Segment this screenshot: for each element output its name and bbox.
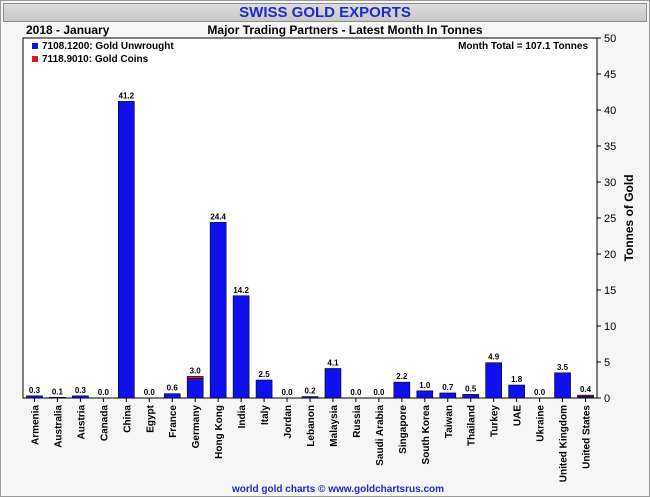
x-tick-label: United States	[582, 405, 593, 469]
plot-area	[22, 37, 598, 399]
y-tick-label: 30	[604, 177, 616, 189]
y-tick-label: 40	[604, 105, 616, 117]
bar-unwrought	[118, 101, 135, 399]
bar-unwrought	[72, 395, 89, 399]
y-tick-label: 20	[604, 249, 616, 261]
chart-period: 2018 - January	[26, 23, 110, 37]
data-label: 2.2	[396, 372, 408, 381]
x-tick-label: Armenia	[30, 405, 41, 445]
x-tick-label: Italy	[260, 405, 271, 425]
legend-swatch-unwrought	[32, 43, 38, 49]
data-label: 3.0	[190, 366, 202, 375]
y-tick-label: 15	[604, 285, 616, 297]
data-label: 0.0	[350, 388, 362, 397]
x-tick-label: South Korea	[421, 405, 432, 465]
x-tick-label: UAE	[513, 405, 524, 426]
x-tick-label: Hong Kong	[214, 405, 225, 459]
bar-unwrought	[255, 379, 273, 399]
data-label: 3.5	[557, 363, 569, 372]
y-tick-label: 5	[604, 357, 610, 369]
data-label: 4.1	[327, 358, 339, 367]
bar-unwrought	[26, 395, 43, 399]
y-axis: 0 5 10 15 20 25 30 35 40 45 50	[597, 33, 616, 405]
data-label: 0.6	[167, 384, 179, 393]
legend-label-unwrought: 7108.1200: Gold Unwrought	[42, 41, 174, 52]
bar-unwrought	[209, 222, 227, 399]
x-tick-label: United Kingdom	[559, 405, 570, 482]
data-label: 4.9	[488, 353, 500, 362]
bar-unwrought	[186, 378, 204, 399]
data-label: 0.5	[465, 384, 477, 393]
y-tick-label: 25	[604, 213, 616, 225]
y-tick-label: 10	[604, 321, 616, 333]
y-tick-label: 50	[604, 33, 616, 45]
bar-unwrought	[301, 396, 319, 399]
data-label: 24.4	[210, 212, 226, 221]
data-label: 0.0	[534, 388, 546, 397]
legend-label-coins: 7118.9010: Gold Coins	[42, 54, 149, 65]
y-tick-label: 45	[604, 69, 616, 81]
bar-coins	[186, 376, 204, 379]
bar-unwrought	[49, 396, 66, 399]
bar-unwrought	[393, 381, 411, 399]
x-tick-label: Lebanon	[306, 405, 317, 447]
data-label: 1.8	[511, 375, 523, 384]
y-tick-label: 0	[604, 393, 610, 405]
chart-subtitle: Major Trading Partners - Latest Month In…	[207, 23, 482, 37]
footer-credit: world gold charts © www.goldchartsrus.co…	[231, 484, 444, 495]
y-axis-label: Tonnes of Gold	[622, 174, 636, 261]
bar-unwrought	[439, 392, 457, 399]
legend-swatch-coins	[32, 56, 38, 62]
bar-unwrought	[163, 393, 181, 399]
data-label: 1.0	[419, 381, 431, 390]
x-tick-label: Germany	[191, 405, 202, 449]
x-axis: Armenia Australia Austria Canada China Egypt F…	[30, 398, 593, 482]
data-label: 0.0	[98, 388, 110, 397]
data-label: 0.7	[442, 383, 454, 392]
data-label: 0.4	[580, 385, 592, 394]
x-tick-label: Turkey	[490, 405, 501, 437]
x-tick-label: Egypt	[145, 404, 156, 432]
data-label: 2.5	[259, 370, 271, 379]
x-tick-label: Malaysia	[329, 405, 340, 447]
bar-unwrought	[462, 394, 480, 399]
x-tick-label: Thailand	[467, 405, 478, 446]
data-label: 0.0	[373, 388, 385, 397]
data-label: 41.2	[119, 91, 135, 100]
x-tick-label: Australia	[53, 405, 64, 448]
data-label: 0.3	[75, 386, 87, 395]
data-label: 0.2	[304, 387, 316, 396]
bar-unwrought	[554, 372, 571, 399]
month-total: Month Total = 107.1 Tonnes	[458, 41, 588, 52]
bars: 0.3 0.1 0.3 0.0 41.2 0.0 0.6 3.0 24.4 14.2 2.5 0.0 0…	[26, 91, 594, 399]
x-tick-label: Saudi Arabia	[375, 405, 386, 466]
x-tick-label: Taiwan	[444, 405, 455, 438]
legend: 7108.1200: Gold Unwrought 7118.9010: Gol…	[32, 41, 174, 65]
x-tick-label: Russia	[352, 405, 363, 438]
title-bar: SWISS GOLD EXPORTS	[3, 3, 647, 22]
data-label: 0.0	[144, 388, 156, 397]
bar-unwrought	[416, 390, 434, 399]
x-tick-label: China	[122, 405, 133, 433]
bar-unwrought	[508, 384, 525, 399]
x-tick-label: India	[237, 405, 248, 429]
x-tick-label: Canada	[99, 405, 110, 442]
bar-unwrought	[324, 368, 342, 399]
x-tick-label: Singapore	[398, 405, 409, 454]
x-tick-label: France	[168, 405, 179, 438]
data-label: 0.1	[52, 387, 64, 396]
data-label: 0.0	[281, 388, 293, 397]
data-label: 0.3	[29, 386, 41, 395]
y-tick-label: 35	[604, 141, 616, 153]
x-tick-label: Austria	[76, 405, 87, 440]
x-tick-label: Jordan	[283, 405, 294, 438]
x-tick-label: Ukraine	[536, 405, 547, 442]
bar-unwrought	[232, 295, 250, 399]
bar-coins	[577, 394, 594, 397]
chart-title: SWISS GOLD EXPORTS	[239, 4, 411, 21]
data-label: 14.2	[233, 286, 249, 295]
bar-unwrought	[485, 362, 502, 399]
